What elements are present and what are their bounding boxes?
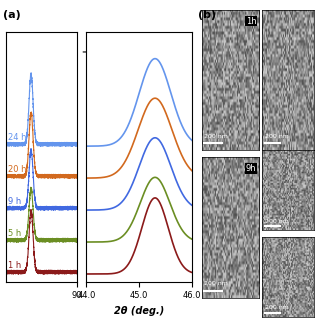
Text: (a): (a) [3,10,21,20]
Text: 200 nm: 200 nm [204,281,228,286]
Text: 20 h: 20 h [8,165,27,174]
Text: 9 h: 9 h [8,197,22,206]
Text: 1h: 1h [246,17,256,26]
Text: 200 nm: 200 nm [204,134,228,139]
Text: 5 h: 5 h [8,229,22,238]
Text: 200 nm: 200 nm [265,134,289,139]
Text: 200 nm: 200 nm [265,219,289,224]
X-axis label: 2θ (deg.): 2θ (deg.) [114,306,164,316]
Text: 200 nm: 200 nm [265,305,289,310]
Text: 24 h: 24 h [8,133,27,142]
Text: 1 h: 1 h [8,261,22,270]
Text: 9h: 9h [246,164,256,173]
Text: (b): (b) [198,10,217,20]
